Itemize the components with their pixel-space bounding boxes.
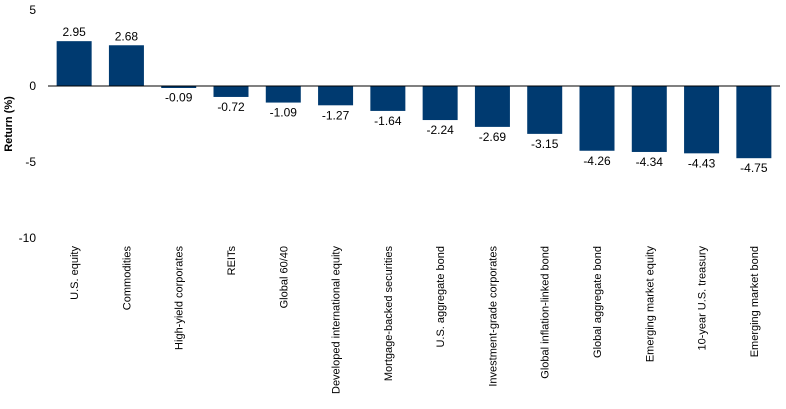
bar	[579, 86, 615, 151]
category-label: Commodities	[121, 246, 133, 311]
y-axis-label: Return (%)	[3, 96, 15, 152]
data-label: -1.64	[374, 114, 402, 128]
category-label: Global aggregate bond	[592, 246, 604, 358]
data-label: -2.24	[426, 123, 454, 137]
y-tick-label: 5	[29, 3, 36, 17]
bar	[527, 86, 563, 134]
category-label: U.S. equity	[69, 246, 81, 300]
category-label: High-yield corporates	[174, 246, 186, 350]
category-label: Investment-grade corporates	[487, 246, 499, 387]
category-label: U.S. aggregate bond	[435, 246, 447, 348]
data-label: -1.09	[270, 106, 298, 120]
bar	[422, 86, 458, 121]
bar	[736, 86, 772, 159]
category-label: Emerging market equity	[644, 246, 656, 363]
data-label: -0.72	[217, 100, 245, 114]
y-tick-label: 0	[29, 79, 36, 93]
bar	[213, 86, 249, 97]
data-label: 2.95	[62, 25, 86, 39]
category-label: Global inflation-linked bond	[540, 246, 552, 379]
category-label: REITs	[226, 246, 238, 276]
bar	[684, 86, 720, 154]
bar	[108, 45, 144, 86]
data-label: -3.15	[531, 137, 559, 151]
data-label: -4.75	[740, 161, 768, 175]
category-label: Developed international equity	[331, 246, 343, 394]
bar	[318, 86, 354, 106]
data-label: -4.34	[636, 155, 664, 169]
category-label: Emerging market bond	[749, 246, 761, 357]
bar	[56, 41, 92, 86]
data-label: -0.09	[165, 90, 193, 104]
data-label: -4.43	[688, 156, 716, 170]
data-label: -2.69	[479, 130, 507, 144]
category-label: 10-year U.S. treasury	[697, 246, 709, 351]
y-tick-label: -5	[25, 155, 36, 169]
bar	[265, 86, 301, 103]
data-label: -1.27	[322, 108, 350, 122]
data-label: -4.26	[583, 154, 611, 168]
bar	[370, 86, 406, 111]
bar	[631, 86, 667, 152]
bar	[474, 86, 510, 127]
data-label: 2.68	[115, 29, 139, 43]
bar	[161, 86, 197, 88]
category-label: Global 60/40	[278, 246, 290, 308]
category-label: Mortgage-backed securities	[383, 246, 395, 382]
y-tick-label: -10	[19, 231, 37, 245]
